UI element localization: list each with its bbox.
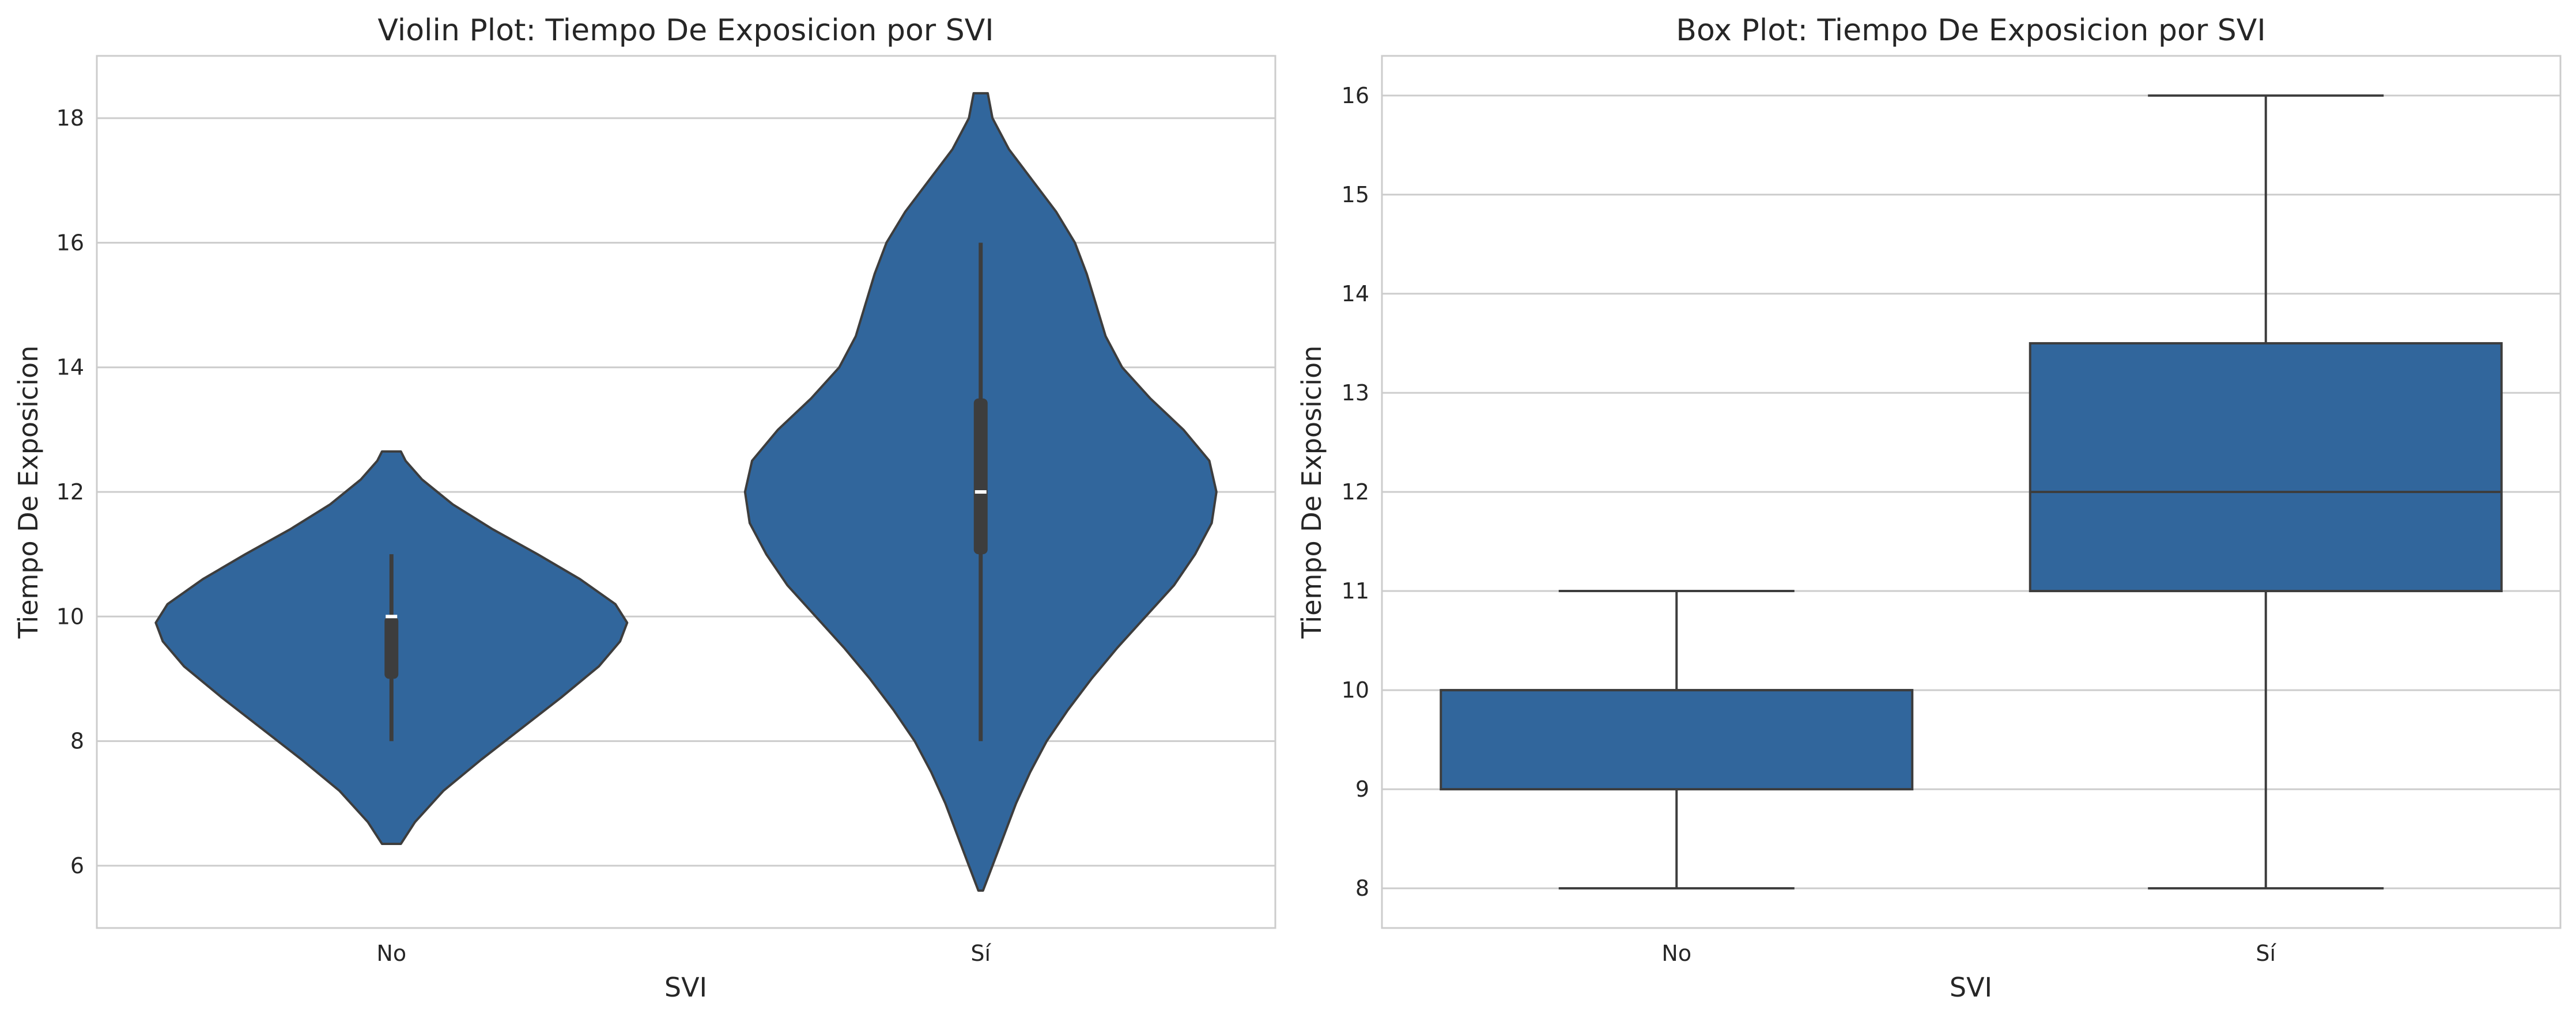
violin-y-tick-label: 12 <box>56 479 84 505</box>
violin-x-axis-label: SVI <box>664 972 707 1003</box>
violin-x-tick-labels: No Sí <box>376 941 991 966</box>
box-y-tick-label: 10 <box>1342 677 1369 703</box>
box-x-tick-label: No <box>1661 941 1691 966</box>
box-chart-title: Box Plot: Tiempo De Exposicion por SVI <box>1676 13 2265 48</box>
violin-chart-title: Violin Plot: Tiempo De Exposicion por SV… <box>377 13 994 48</box>
violin-x-tick-label: No <box>376 941 406 966</box>
box-axes-frame <box>1381 55 2562 929</box>
box-y-axis-label: Tiempo De Exposicion <box>1296 346 1327 639</box>
box-marks <box>1440 94 2503 890</box>
violin-x-tick-label: Sí <box>970 941 991 966</box>
violin-y-tick-labels: 6 8 10 12 14 16 18 <box>56 105 84 878</box>
violin-y-tick-label: 8 <box>70 729 84 754</box>
violin-iqr-bar <box>973 398 988 555</box>
box-y-tick-labels: 8 9 10 11 12 13 14 15 16 <box>1342 83 1369 901</box>
violin-y-tick-label: 6 <box>70 853 84 878</box>
box-x-axis-label: SVI <box>1950 972 1992 1003</box>
box-y-tick-label: 16 <box>1342 83 1369 108</box>
violin-panel: 6 8 10 12 14 16 18 No Sí Violin Plot: Tiempo De… <box>13 13 1276 1003</box>
violin-y-tick-label: 16 <box>56 230 84 255</box>
box-y-tick-label: 11 <box>1342 578 1369 604</box>
box-iqr-rect <box>2029 342 2503 593</box>
violin-marks <box>154 92 1218 892</box>
violin-y-tick-label: 10 <box>56 604 84 629</box>
violin-axes-frame <box>96 55 1276 929</box>
violin-median-marker <box>386 615 398 619</box>
violin-iqr-bar <box>384 616 399 679</box>
box-x-tick-labels: No Sí <box>1661 941 2276 966</box>
box-y-tick-label: 15 <box>1342 182 1369 207</box>
box-x-tick-label: Sí <box>2256 941 2276 966</box>
box-y-tick-label: 8 <box>1355 876 1369 901</box>
box-y-tick-label: 13 <box>1342 380 1369 406</box>
box-y-tick-label: 12 <box>1342 479 1369 505</box>
box-y-tick-label: 9 <box>1355 776 1369 802</box>
box-panel: 8 9 10 11 12 13 14 15 16 No Sí Box Plot: Tiempo D… <box>1296 13 2562 1003</box>
violin-median-marker <box>975 490 987 494</box>
box-iqr-rect <box>1440 689 1914 791</box>
violin-y-tick-label: 18 <box>56 105 84 131</box>
violin-y-tick-label: 14 <box>56 355 84 380</box>
box-y-tick-label: 14 <box>1342 281 1369 306</box>
violin-y-axis-label: Tiempo De Exposicion <box>13 346 44 639</box>
